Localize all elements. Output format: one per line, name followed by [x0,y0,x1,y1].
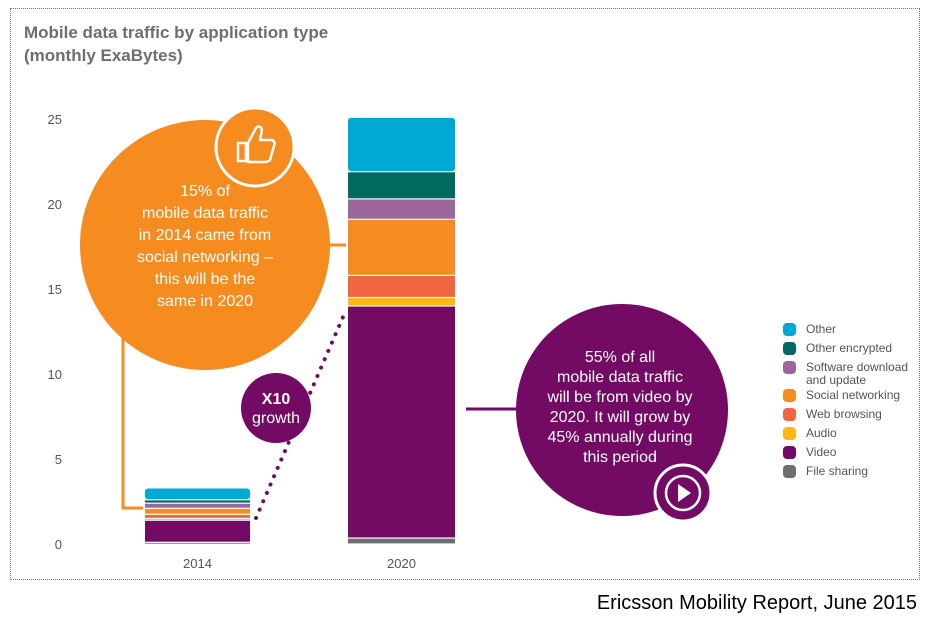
legend-swatch [783,389,796,402]
chart-title: Mobile data traffic by application type … [24,21,328,67]
social-annotation-line: in 2014 came from [139,227,272,244]
video-annotation-line: mobile data traffic [557,369,683,386]
social-annotation-line: social networking – [137,249,273,266]
y-tick-label: 10 [48,367,62,382]
y-tick-label: 0 [55,537,62,552]
legend-label: Web browsing [806,407,882,421]
y-tick-label: 20 [48,197,62,212]
social-annotation: 15% of mobile data traffic in 2014 came fr… [137,183,273,310]
bar-segment [145,488,250,500]
growth-dotted-line [254,308,348,520]
bar-segment [348,538,455,544]
bar-segment [145,519,250,520]
bar-segment [145,514,250,518]
y-tick-label: 25 [48,112,62,127]
legend-label: Social networking [806,388,900,402]
x-tick-label: 2020 [387,556,416,571]
legend-swatch [783,323,796,336]
social-annotation-line: mobile data traffic [142,205,268,222]
bar-segment [145,520,250,542]
x-tick-label: 2014 [183,556,212,571]
legend-swatch [783,427,796,440]
legend-label: File sharing [806,464,868,478]
video-annotation-line: 45% annually during [548,429,693,446]
video-annotation-bubble [516,304,728,516]
bar-segment [348,199,455,219]
legend-swatch [783,408,796,421]
social-connector-2014 [121,320,143,510]
subtitle-text: (monthly ExaBytes) [24,46,183,65]
play-icon [653,463,713,523]
bar-segment [145,508,250,514]
y-tick-label: 15 [48,282,62,297]
growth-label: X10 [262,391,291,408]
bar-segment [145,542,250,544]
legend-swatch [783,465,796,478]
y-tick-label: 5 [55,452,62,467]
video-annotation-line: will be from video by [547,389,693,406]
bars [145,117,455,544]
growth-bubble [241,373,311,443]
legend-label: Video [806,445,837,459]
social-annotation-line: same in 2020 [157,293,253,310]
video-annotation-line: this period [583,449,657,466]
source-caption: Ericsson Mobility Report, June 2015 [596,592,917,614]
legend-item: Video [783,445,837,459]
legend-label: Software download [806,360,908,374]
video-annotation-line: 55% of all [585,349,655,366]
legend-item: Audio [783,426,837,440]
bar-segment [145,500,250,503]
chart-frame [10,8,920,580]
social-annotation-line: this will be the [155,271,256,288]
y-axis: 0 5 10 15 20 25 [48,112,62,552]
legend-item: Other encrypted [783,341,892,355]
social-annotation-line: 15% of [180,183,230,200]
title-text: Mobile data traffic by application type [24,23,329,42]
bar-segment [348,298,455,306]
video-annotation-line: 2020. It will grow by [550,409,691,426]
legend-swatch [783,361,796,374]
legend-swatch [783,446,796,459]
legend-swatch [783,342,796,355]
legend-label: Other [806,322,836,336]
legend-label: and update [806,373,866,387]
bar-segment [145,503,250,508]
legend-label: Other encrypted [806,341,892,355]
legend-item: Web browsing [783,407,882,421]
legend-item: Social networking [783,388,900,402]
bar-segment [348,117,455,172]
legend: Other Other encrypted Software downloadand… [783,322,908,478]
legend-label: Audio [806,426,837,440]
x-axis: 2014 2020 [183,556,416,571]
bar-segment [348,276,455,297]
legend-item: File sharing [783,464,868,478]
thumbs-up-icon [214,106,296,188]
video-annotation: 55% of all mobile data traffic will be fro… [547,349,693,466]
legend-item: Other [783,322,836,336]
bar-segment [348,306,455,538]
bar-segment [348,219,455,275]
bar-segment [348,172,455,199]
growth-sub: growth [252,410,300,427]
